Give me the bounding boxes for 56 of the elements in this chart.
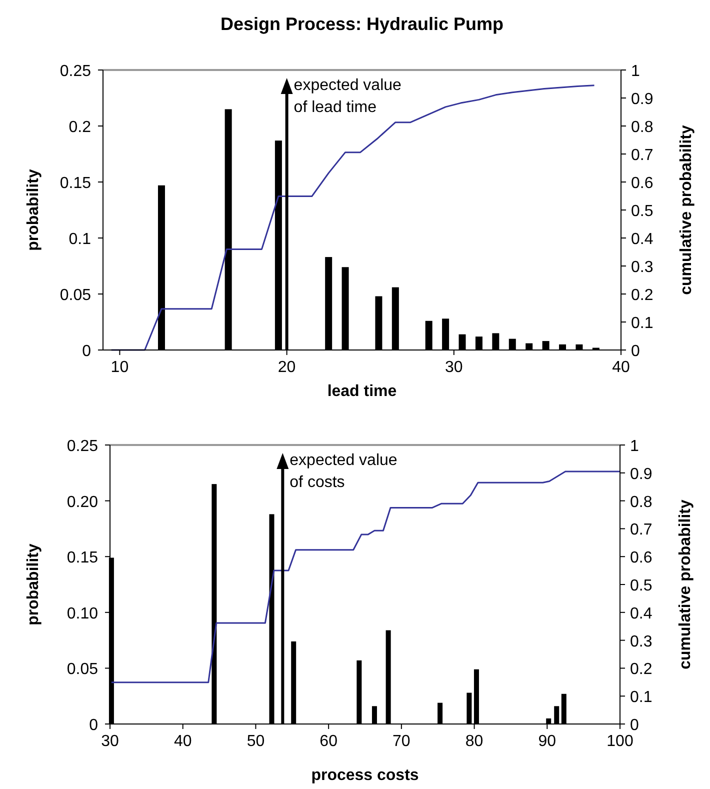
x-tick-label: 100 — [606, 733, 634, 750]
y2-tick-label: 0.8 — [630, 494, 652, 511]
y-axis-title: probability — [25, 544, 42, 626]
y-tick-label: 0.1 — [68, 231, 92, 248]
x-tick-label: 80 — [465, 733, 484, 750]
y2-tick-label: 0.1 — [631, 315, 654, 332]
y2-tick-label: 0.3 — [631, 259, 654, 276]
y2-tick-label: 0.7 — [630, 522, 652, 539]
y2-tick-label: 0.2 — [631, 287, 654, 304]
y-tick-label: 0.05 — [60, 287, 92, 304]
ref-line-label: expected value of costs — [290, 452, 398, 491]
x-tick-label: 20 — [278, 359, 296, 376]
y-tick-label: 0.25 — [60, 63, 92, 80]
y-tick-label: 0.20 — [66, 494, 98, 511]
y2-tick-label: 1 — [631, 63, 640, 80]
y2-tick-label: 0.5 — [630, 578, 652, 594]
x-tick-label: 30 — [445, 359, 463, 376]
x-tick-label: 50 — [246, 733, 265, 750]
y2-tick-label: 0.5 — [631, 203, 654, 220]
y2-tick-label: 0.1 — [630, 689, 652, 706]
y2-tick-label: 0.9 — [630, 466, 652, 483]
x-tick-label: 60 — [320, 733, 338, 750]
y-tick-label: 0.05 — [66, 661, 98, 678]
y-tick-label: 0.25 — [66, 438, 98, 455]
line-series — [110, 470, 621, 684]
x-tick-label: 30 — [101, 733, 119, 750]
x-tick-label: 70 — [392, 733, 410, 750]
x-axis-title: process costs — [311, 767, 419, 784]
y2-axis-title: cumulative probability — [677, 499, 694, 670]
y2-tick-label: 0.3 — [630, 633, 652, 650]
x-tick-label: 40 — [612, 359, 630, 376]
y2-tick-label: 0 — [631, 343, 640, 360]
y-tick-label: 0.2 — [68, 119, 92, 136]
y-tick-label: 0.15 — [60, 175, 92, 192]
y2-axis-title: cumulative probability — [678, 124, 695, 295]
y2-tick-label: 0.4 — [631, 231, 654, 248]
y2-tick-label: 0 — [630, 717, 639, 734]
ref-line-label: expected value of lead time — [294, 77, 402, 116]
y2-tick-label: 0.8 — [631, 119, 654, 136]
x-tick-label: 90 — [538, 733, 556, 750]
x-tick-label: 40 — [174, 733, 192, 750]
x-axis-title: lead time — [327, 383, 397, 400]
y2-tick-label: 0.2 — [630, 661, 652, 678]
y-tick-label: 0.15 — [66, 550, 98, 567]
y2-tick-label: 0.9 — [631, 91, 654, 108]
y2-tick-label: 0.6 — [630, 550, 652, 567]
chart-title: Design Process: Hydraulic Pump — [220, 14, 504, 34]
y2-tick-label: 0.4 — [630, 605, 652, 622]
y2-tick-label: 1 — [630, 438, 639, 455]
y-tick-label: 0 — [89, 717, 98, 734]
y-tick-label: 0.10 — [66, 605, 98, 622]
y-tick-label: 0 — [82, 343, 92, 360]
y2-tick-label: 0.7 — [631, 147, 654, 164]
y2-tick-label: 0.6 — [631, 175, 654, 192]
y-axis-title: probability — [25, 169, 42, 251]
x-tick-label: 10 — [110, 359, 129, 376]
